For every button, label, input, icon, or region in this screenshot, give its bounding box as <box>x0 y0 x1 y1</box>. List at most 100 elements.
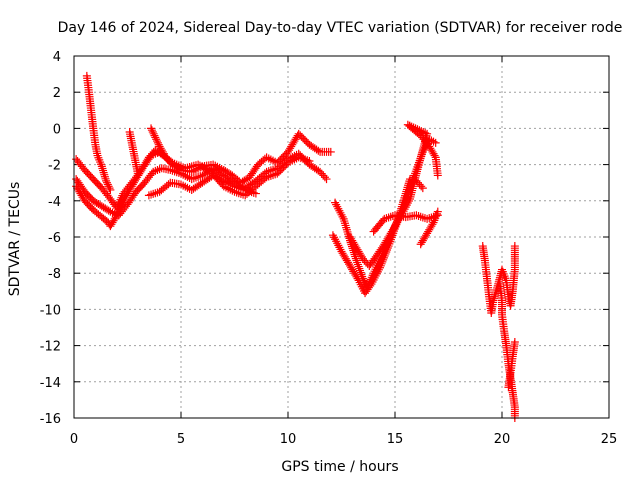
data-point <box>355 264 364 273</box>
plot-area <box>72 71 519 422</box>
data-point <box>433 171 442 180</box>
data-point <box>333 239 342 248</box>
data-point <box>376 263 385 272</box>
y-axis-label: SDTVAR / TECUs <box>7 182 23 297</box>
data-point <box>368 278 377 287</box>
data-point <box>117 201 126 210</box>
data-point <box>421 128 430 137</box>
data-point <box>373 267 382 276</box>
data-point <box>334 204 343 213</box>
data-point <box>151 133 160 142</box>
data-point <box>371 271 380 280</box>
data-point <box>331 235 340 244</box>
data-point <box>149 129 158 138</box>
data-point <box>164 180 173 189</box>
data-point <box>370 273 379 282</box>
data-point <box>404 197 413 206</box>
data-point <box>401 203 410 212</box>
x-axis-label: GPS time / hours <box>281 459 398 475</box>
data-point <box>118 199 127 208</box>
data-point <box>120 195 129 204</box>
data-point <box>418 184 427 193</box>
series-track-6 <box>125 128 143 180</box>
data-point <box>430 151 439 160</box>
data-point <box>113 209 122 218</box>
data-point <box>111 213 120 222</box>
data-point <box>378 257 387 266</box>
series-track-15 <box>504 337 519 392</box>
data-point <box>116 203 125 212</box>
data-point <box>251 189 260 198</box>
data-point <box>114 207 123 216</box>
data-point <box>338 212 347 221</box>
data-point <box>351 254 360 263</box>
data-point <box>334 241 343 250</box>
data-point <box>152 135 161 144</box>
data-point <box>150 131 159 140</box>
data-point <box>353 258 362 267</box>
data-point <box>102 178 111 187</box>
data-point <box>148 128 157 137</box>
data-point <box>510 337 519 346</box>
data-point <box>367 280 376 289</box>
data-point <box>103 180 112 189</box>
y-tick-label: -14 <box>40 376 61 391</box>
y-tick-label: 4 <box>53 50 61 65</box>
x-tick-label: 15 <box>387 432 404 447</box>
data-point <box>112 211 121 220</box>
data-point <box>356 266 365 275</box>
y-tick-label: -10 <box>40 303 61 318</box>
data-point <box>159 149 168 158</box>
data-point <box>154 140 163 149</box>
data-point <box>147 126 156 135</box>
series-track-7 <box>82 71 115 194</box>
series-track-12 <box>416 207 442 249</box>
y-tick-label: -4 <box>48 195 61 210</box>
data-point <box>147 124 156 133</box>
y-tick-label: -8 <box>48 267 61 282</box>
chart-title: Day 146 of 2024, Sidereal Day-to-day VTE… <box>58 20 623 36</box>
data-point <box>330 233 339 242</box>
data-point <box>381 249 390 258</box>
data-point <box>417 182 426 191</box>
plot-frame <box>73 55 610 419</box>
data-point <box>354 262 363 271</box>
series-track-13 <box>478 242 519 318</box>
x-tick-label: 5 <box>177 432 185 447</box>
data-point <box>337 210 346 219</box>
data-point <box>320 173 329 182</box>
data-point <box>428 220 437 229</box>
data-point <box>314 146 323 155</box>
data-point <box>352 256 361 265</box>
x-tick-label: 25 <box>601 432 618 447</box>
y-tick-label: 2 <box>53 86 61 101</box>
data-point <box>356 268 365 277</box>
data-point <box>332 200 341 209</box>
data-point <box>332 237 341 246</box>
data-point <box>305 156 314 165</box>
y-tick-label: -12 <box>40 340 61 355</box>
data-point <box>400 205 409 214</box>
data-point <box>335 206 344 215</box>
data-point <box>379 255 388 264</box>
data-point <box>158 147 167 156</box>
data-point <box>372 269 381 278</box>
data-point <box>377 259 386 268</box>
data-point <box>369 275 378 284</box>
data-point <box>374 265 383 274</box>
data-point <box>380 251 389 260</box>
data-point <box>336 208 345 217</box>
y-tick-label: -2 <box>48 159 61 174</box>
data-point <box>333 202 342 211</box>
data-point <box>322 175 331 184</box>
data-point <box>104 182 113 191</box>
x-tick-label: 10 <box>280 432 297 447</box>
y-tick-label: 0 <box>53 122 61 137</box>
data-point <box>431 138 440 147</box>
data-point <box>115 205 124 214</box>
data-point <box>102 176 111 185</box>
series-track-2 <box>72 149 331 220</box>
data-point <box>119 197 128 206</box>
data-point <box>423 129 432 138</box>
